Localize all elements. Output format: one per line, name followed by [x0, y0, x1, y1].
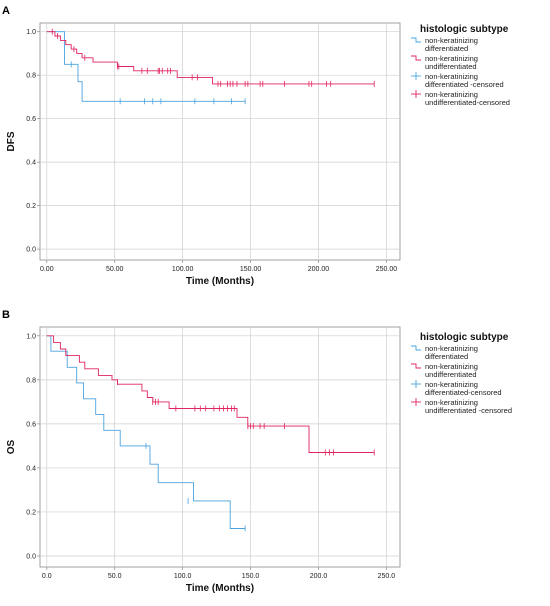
x-tick-label: 250.00	[376, 266, 398, 273]
y-tick-label: 0.6	[26, 421, 36, 428]
y-axis-title: OS	[6, 439, 17, 454]
legend-entry: non-keratinizing differentiated	[411, 36, 478, 53]
legend-entry: non-keratinizing undifferentiated	[411, 362, 478, 379]
x-tick-label: 0.00	[40, 266, 54, 273]
km-series-2	[46, 28, 375, 87]
x-tick-label: 50.00	[106, 266, 124, 273]
plot-frame	[39, 22, 401, 261]
y-tick-label: 1.0	[26, 333, 36, 340]
legend-entry: non-keratinizing differentiated	[411, 344, 478, 361]
survival-curve	[46, 31, 375, 85]
legend-label: non-keratinizing undifferentiated	[425, 362, 478, 379]
x-tick-label: 50.0	[108, 573, 122, 580]
y-tick-label: 0.6	[26, 116, 36, 123]
x-tick-label: 0.0	[42, 573, 52, 580]
panel-letter: B	[2, 309, 10, 321]
x-tick-label: 150.00	[240, 266, 262, 273]
x-tick-label: 100.0	[174, 573, 192, 580]
legend-label: non-keratinizing differentiated -censored	[425, 72, 504, 89]
legend-label: non-keratinizing differentiated-censored	[425, 380, 502, 397]
x-tick-label: 150.0	[242, 573, 260, 580]
legend-entry: non-keratinizing undifferentiated -censor…	[411, 398, 512, 415]
legend-entry: non-keratinizing undifferentiated	[411, 54, 478, 71]
legend-label: non-keratinizing undifferentiated -censor…	[425, 398, 512, 415]
x-axis-title: Time (Months)	[186, 276, 254, 287]
km-series-1	[46, 335, 246, 532]
legend-label: non-keratinizing differentiated	[425, 36, 478, 53]
plot-frame	[39, 326, 401, 568]
x-tick-label: 100.00	[172, 266, 194, 273]
legend-label: non-keratinizing undifferentiated-censore…	[425, 90, 510, 107]
legend-label: non-keratinizing undifferentiated	[425, 54, 478, 71]
km-series-1	[46, 31, 246, 105]
x-axis-title: Time (Months)	[186, 583, 254, 594]
panel-a: A 0.00 50.00 100.00 150.00 200.00 250.00 0.0 0.2…	[2, 5, 510, 287]
y-tick-label: 0.8	[26, 377, 36, 384]
legend-title: histologic subtype	[420, 332, 509, 343]
legend-entry: non-keratinizing differentiated-censored	[411, 380, 502, 397]
y-tick-label: 0.4	[26, 160, 36, 167]
x-tick-label: 200.0	[310, 573, 328, 580]
panel-b: B 0.0 50.0 100.0 150.0 200.0 250.0 0.0 0.2 0.4 0.6…	[2, 309, 512, 594]
y-tick-label: 0.0	[26, 553, 36, 560]
legend-title: histologic subtype	[420, 24, 509, 35]
survival-curve	[46, 31, 246, 102]
y-tick-label: 0.2	[26, 509, 36, 516]
survival-curve	[46, 335, 246, 529]
y-axis-title: DFS	[6, 131, 17, 151]
y-tick-label: 0.0	[26, 247, 36, 254]
x-tick-label: 250.0	[378, 573, 396, 580]
km-series-2	[46, 335, 375, 456]
x-tick-label: 200.00	[308, 266, 330, 273]
legend-step-symbol	[411, 363, 421, 369]
panel-letter: A	[2, 5, 10, 17]
y-tick-label: 0.4	[26, 465, 36, 472]
legend-step-symbol	[411, 55, 421, 61]
legend-entry: non-keratinizing undifferentiated-censore…	[411, 90, 510, 107]
y-tick-label: 0.2	[26, 203, 36, 210]
y-tick-label: 1.0	[26, 29, 36, 36]
legend-step-symbol	[411, 37, 421, 43]
legend-label: non-keratinizing differentiated	[425, 344, 478, 361]
y-tick-label: 0.8	[26, 73, 36, 80]
legend-step-symbol	[411, 345, 421, 351]
legend-entry: non-keratinizing differentiated -censored	[411, 72, 504, 89]
